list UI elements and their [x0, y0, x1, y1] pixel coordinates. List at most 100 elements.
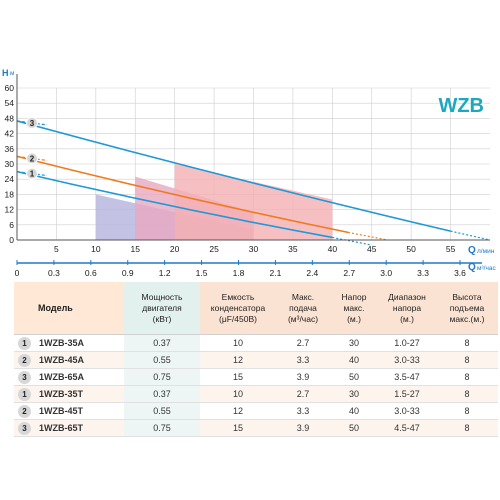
column-header: Высота подъема макс.(м.)	[436, 282, 498, 335]
y-tick-label: 0	[9, 235, 14, 245]
x-tick-label: 5	[54, 244, 59, 254]
model-name: 1WZB-45A	[39, 354, 85, 365]
column-header: Мощность двигателя (кВт)	[124, 282, 200, 335]
model-cell: 1 1WZB-35A	[14, 334, 124, 352]
model-number-badge: 3	[18, 421, 31, 435]
secondary-x-tick-label: 1.5	[196, 268, 208, 278]
y-tick-label: 6	[9, 220, 14, 230]
column-header-line: подъема	[449, 302, 485, 313]
model-cell: 3 1WZB-65T	[14, 419, 124, 437]
curve-2	[16, 155, 349, 234]
column-header-line: Емкость	[221, 291, 255, 302]
cell-flow: 3.3	[276, 402, 330, 420]
table-row: 3 1WZB-65T 0.75 15 3.9 50 4.5-47 8	[14, 419, 498, 437]
x-tick-label: 40	[328, 244, 338, 254]
cell-flow: 3.9	[276, 368, 330, 386]
column-header-line: подача	[289, 302, 317, 313]
model-cell: 2 1WZB-45T	[14, 402, 124, 420]
x-tick-label: 20	[170, 244, 180, 254]
column-header: Макс. подача (м³/час)	[276, 282, 330, 335]
table-row: 1 1WZB-35T 0.37 10 2.7 30 1.5-27 8	[14, 385, 498, 403]
cell-flow: 2.7	[276, 334, 330, 352]
table-row: 1 1WZB-35A 0.37 10 2.7 30 1.0-27 8	[14, 334, 498, 352]
column-header-line: конденсатора	[210, 302, 266, 313]
cell-head: 30	[330, 385, 378, 403]
secondary-x-tick-label: 0.6	[85, 268, 97, 278]
secondary-x-tick-label: 0.3	[48, 268, 60, 278]
cell-lift: 8	[436, 385, 498, 403]
model-name: 1WZB-65A	[39, 371, 85, 382]
cell-head: 50	[330, 368, 378, 386]
model-cell: 1 1WZB-35T	[14, 385, 124, 403]
y-tick-label: 24	[5, 174, 15, 184]
cell-capacitor: 15	[200, 419, 276, 437]
y-tick-label: 42	[5, 129, 15, 139]
curve-marker-badge	[26, 116, 38, 129]
y-tick-label: 54	[5, 98, 15, 108]
model-name: 1WZB-45T	[39, 405, 84, 416]
cell-range: 3.0-33	[378, 402, 436, 420]
column-header-line: двигателя	[142, 302, 182, 313]
cell-lift: 8	[436, 368, 498, 386]
column-header-line: Мощность	[141, 291, 183, 302]
cell-range: 1.5-27	[378, 385, 436, 403]
column-header-line: напора	[392, 302, 422, 313]
y-axis-title: H	[2, 68, 9, 78]
secondary-x-tick-label: 2.7	[343, 268, 355, 278]
spec-table: Модель Мощность двигателя (кВт) Емкость конде…	[14, 282, 498, 437]
model-name: 1WZB-35T	[39, 388, 84, 399]
curve-3	[16, 120, 451, 232]
chart-regions	[95, 164, 333, 240]
model-number-badge: 3	[18, 370, 31, 384]
model-number-badge: 2	[18, 404, 31, 418]
secondary-x-tick-label: 2.1	[270, 268, 282, 278]
secondary-x-tick-label: 1.2	[159, 268, 171, 278]
column-header-line: Высота	[452, 291, 482, 302]
table-row: 3 1WZB-65A 0.75 15 3.9 50 3.5-47 8	[14, 368, 498, 386]
cell-lift: 8	[436, 402, 498, 420]
cell-power: 0.37	[124, 334, 200, 352]
cell-power: 0.75	[124, 368, 200, 386]
model-name: 1WZB-35A	[39, 337, 85, 348]
cell-flow: 3.3	[276, 351, 330, 369]
curve-1	[16, 170, 333, 239]
column-header-line: (м.)	[400, 313, 414, 324]
curve-marker-badge	[26, 167, 38, 180]
x-axis-title: Q	[468, 245, 476, 256]
secondary-x-tick-label: 1.8	[233, 268, 245, 278]
cell-head: 50	[330, 419, 378, 437]
secondary-x-axis-unit: м³/час	[477, 265, 496, 272]
cell-power: 0.55	[124, 351, 200, 369]
curve-marker-badge	[26, 152, 38, 165]
cell-capacitor: 12	[200, 402, 276, 420]
x-tick-label: 35	[288, 244, 298, 254]
table-row: 2 1WZB-45A 0.55 12 3.3 40 3.0-33 8	[14, 351, 498, 369]
cell-power: 0.55	[124, 402, 200, 420]
x-axis-unit: л/мин	[477, 248, 495, 255]
curve-3-extension	[450, 230, 491, 241]
secondary-x-tick-label: 0.9	[122, 268, 134, 278]
cell-range: 1.0-27	[378, 334, 436, 352]
cell-lift: 8	[436, 419, 498, 437]
model-number-badge: 2	[18, 353, 31, 367]
cell-power: 0.37	[124, 385, 200, 403]
column-header-line: (кВт)	[152, 313, 172, 324]
column-header: Диапазон напора (м.)	[378, 282, 436, 335]
cell-capacitor: 15	[200, 368, 276, 386]
model-name: 1WZB-65T	[39, 422, 84, 433]
cell-capacitor: 10	[200, 385, 276, 403]
secondary-x-tick-label: 3.3	[417, 268, 429, 278]
secondary-x-tick-label: 3.6	[454, 268, 466, 278]
column-header-line: (μF/450В)	[219, 313, 257, 324]
model-cell: 2 1WZB-45A	[14, 351, 124, 369]
column-header: Напор макс. (м.)	[330, 282, 378, 335]
curve-marker-label: 1	[30, 170, 35, 179]
column-header-line: Диапазон	[388, 291, 426, 302]
cell-range: 3.5-47	[378, 368, 436, 386]
column-header-line: Макс.	[291, 291, 315, 302]
cell-capacitor: 10	[200, 334, 276, 352]
cell-range: 3.0-33	[378, 351, 436, 369]
cell-power: 0.75	[124, 419, 200, 437]
